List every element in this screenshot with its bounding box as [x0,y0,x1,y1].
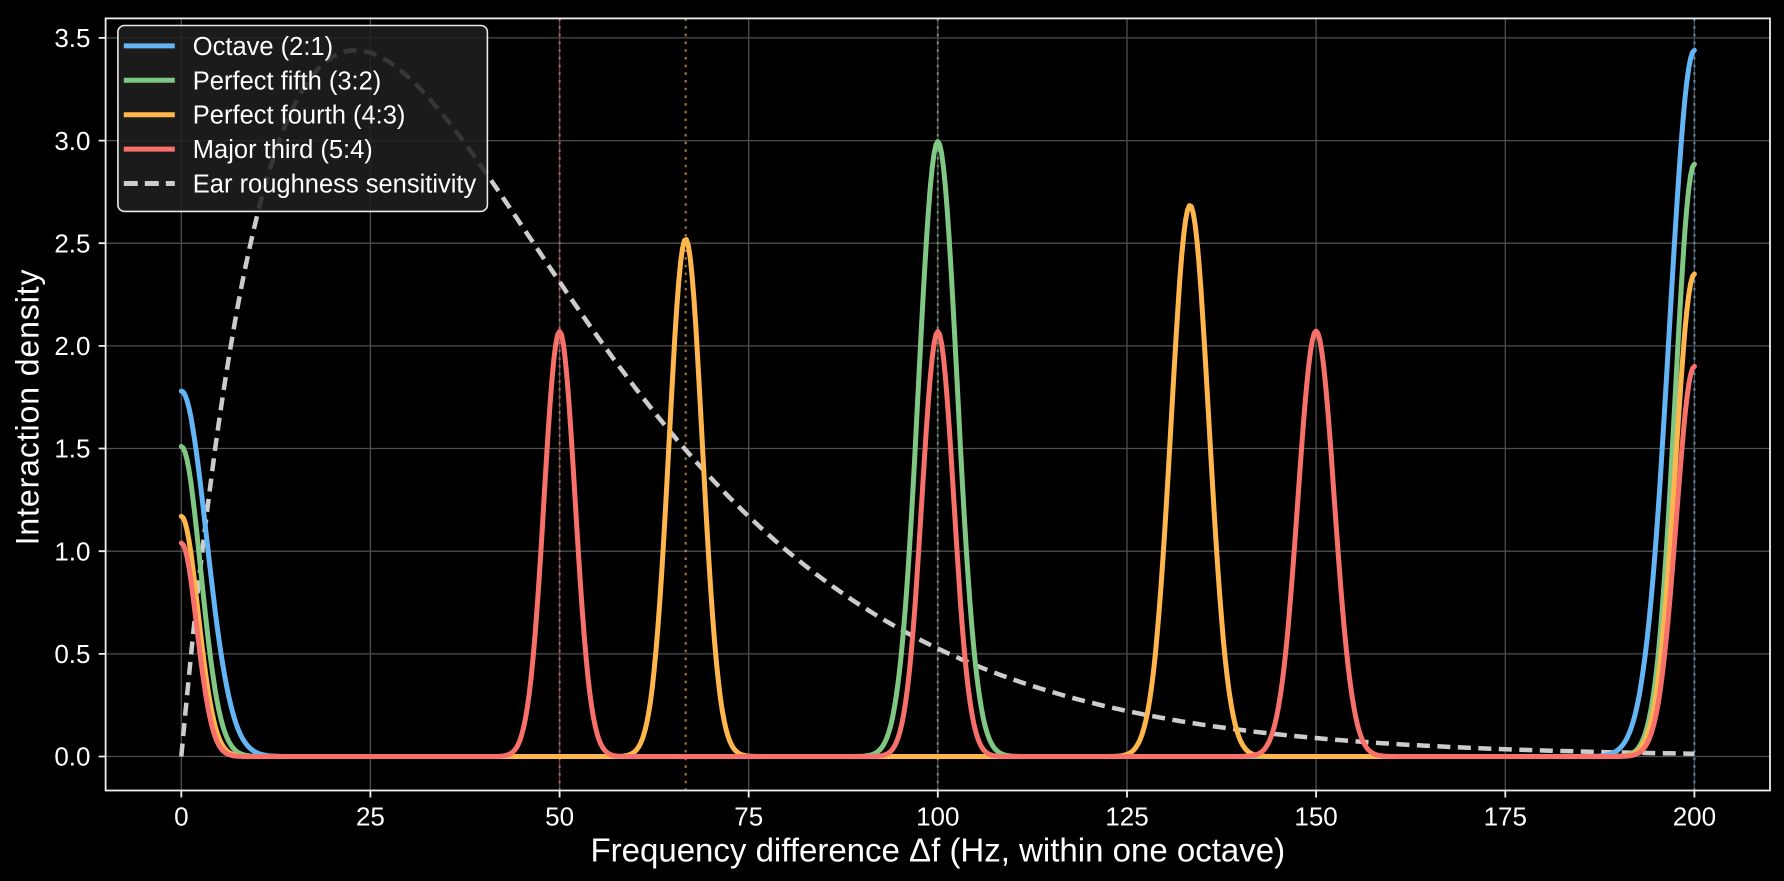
svg-text:1.0: 1.0 [54,536,90,566]
svg-text:3.0: 3.0 [54,126,90,156]
svg-text:0: 0 [174,802,188,832]
svg-text:25: 25 [356,802,385,832]
svg-text:Frequency difference Δf (Hz, w: Frequency difference Δf (Hz, within one … [590,832,1285,869]
svg-text:100: 100 [916,802,959,832]
svg-text:3.5: 3.5 [54,23,90,53]
svg-text:50: 50 [545,802,574,832]
svg-text:Perfect fourth (4:3): Perfect fourth (4:3) [193,102,406,130]
svg-text:0.0: 0.0 [54,742,90,772]
svg-text:2.0: 2.0 [54,331,90,361]
svg-text:Interaction density: Interaction density [10,269,46,546]
svg-text:150: 150 [1294,802,1337,832]
svg-text:175: 175 [1484,802,1527,832]
svg-text:2.5: 2.5 [54,228,90,258]
svg-text:Perfect fifth (3:2): Perfect fifth (3:2) [193,67,381,95]
svg-text:Ear roughness sensitivity: Ear roughness sensitivity [193,171,477,199]
svg-text:200: 200 [1673,802,1716,832]
svg-text:125: 125 [1105,802,1148,832]
svg-text:0.5: 0.5 [54,639,90,669]
svg-text:Major third (5:4): Major third (5:4) [193,136,373,164]
svg-text:1.5: 1.5 [54,434,90,464]
svg-text:Octave (2:1): Octave (2:1) [193,33,333,61]
svg-text:75: 75 [734,802,763,832]
